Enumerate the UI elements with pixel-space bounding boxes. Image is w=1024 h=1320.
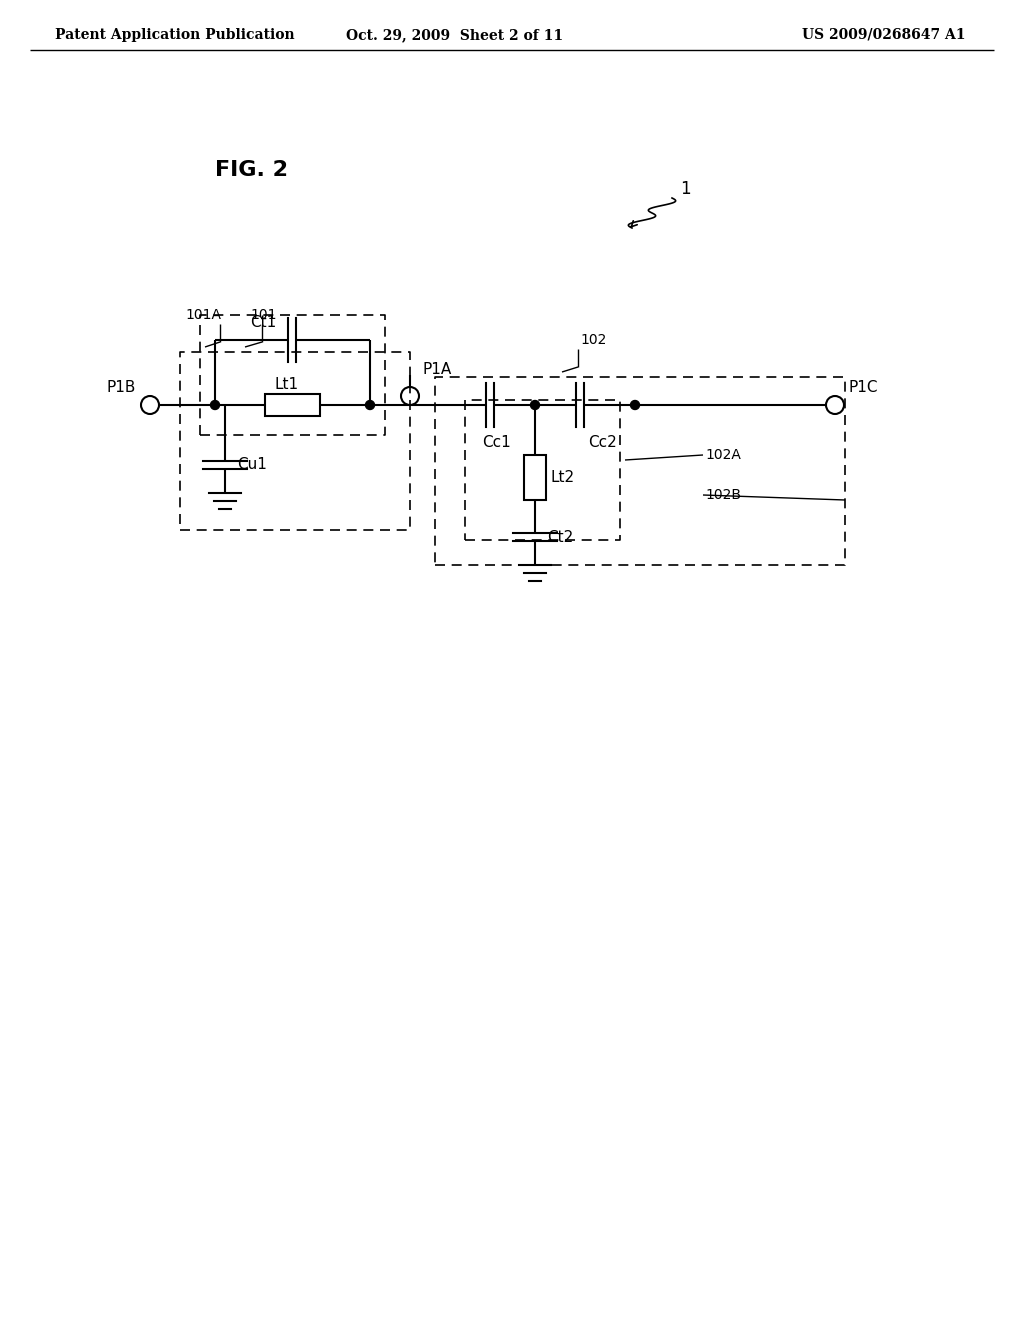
Text: 102: 102	[580, 333, 606, 347]
Circle shape	[631, 400, 640, 409]
Text: Cu1: Cu1	[237, 458, 267, 473]
Text: Lt2: Lt2	[550, 470, 574, 484]
Text: US 2009/0268647 A1: US 2009/0268647 A1	[802, 28, 965, 42]
Text: P1B: P1B	[106, 380, 136, 395]
Text: 102B: 102B	[705, 488, 741, 502]
Text: 102A: 102A	[705, 447, 741, 462]
Bar	[264, 393, 319, 416]
Text: P1A: P1A	[422, 362, 452, 378]
Text: Ct1: Ct1	[250, 315, 276, 330]
Text: FIG. 2: FIG. 2	[215, 160, 288, 180]
Text: 1: 1	[680, 180, 690, 198]
Bar	[524, 454, 546, 499]
Text: Cc2: Cc2	[588, 436, 616, 450]
Circle shape	[211, 400, 219, 409]
Text: 101: 101	[250, 308, 276, 322]
Text: 101A: 101A	[185, 308, 221, 322]
Text: Lt1: Lt1	[274, 378, 298, 392]
Text: Patent Application Publication: Patent Application Publication	[55, 28, 295, 42]
Text: P1C: P1C	[849, 380, 879, 395]
Text: Cc1: Cc1	[482, 436, 511, 450]
Text: Oct. 29, 2009  Sheet 2 of 11: Oct. 29, 2009 Sheet 2 of 11	[346, 28, 563, 42]
Circle shape	[366, 400, 375, 409]
Circle shape	[530, 400, 540, 409]
Text: Ct2: Ct2	[547, 529, 573, 544]
